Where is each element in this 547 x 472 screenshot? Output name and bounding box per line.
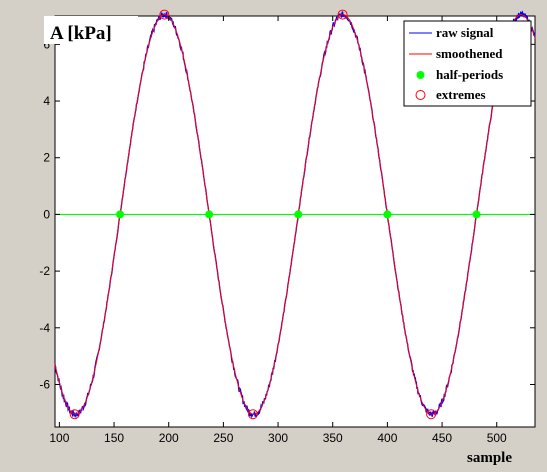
- legend-swatch-extremes: [415, 90, 426, 100]
- extreme-point: [69, 409, 80, 420]
- x-tick-label: 250: [213, 431, 233, 445]
- extreme-point: [426, 409, 437, 420]
- y-tick-label: -4: [39, 321, 50, 335]
- x-tick-label: 100: [49, 431, 69, 445]
- y-tick-label: -2: [39, 264, 50, 278]
- x-tick-label: 500: [487, 431, 507, 445]
- y-tick-label: 0: [43, 207, 50, 221]
- legend-label-smooth: smoothened: [436, 46, 503, 61]
- y-axis-title-box: [44, 16, 138, 44]
- y-tick-label: 6: [43, 37, 50, 51]
- x-tick-label: 150: [104, 431, 124, 445]
- y-tick-label: 2: [43, 151, 50, 165]
- half-period-point: [205, 210, 214, 219]
- half-period-point: [383, 210, 392, 219]
- x-tick-label: 300: [268, 431, 288, 445]
- legend-label-half: half-periods: [436, 67, 503, 82]
- x-tick-label: 200: [159, 431, 179, 445]
- series-smoothened: [54, 14, 536, 415]
- markers-layer: [69, 9, 481, 420]
- half-period-point: [116, 210, 125, 219]
- extreme-point: [159, 9, 170, 20]
- x-tick-label: 450: [432, 431, 452, 445]
- x-tick-label: 350: [323, 431, 343, 445]
- ticks-layer: 100 150 200 250 300 350 400 450 500 -6 -4 -2 0 2 4 6: [39, 16, 535, 445]
- extreme-point: [337, 9, 348, 20]
- y-tick-label: -6: [39, 377, 50, 391]
- extreme-point: [247, 409, 258, 420]
- half-period-point: [472, 210, 481, 219]
- legend-swatch-half: [416, 71, 425, 79]
- y-tick-label: 4: [43, 94, 50, 108]
- x-tick-label: 400: [377, 431, 397, 445]
- legend-label-extremes: extremes: [436, 87, 486, 102]
- legend: raw signal smoothened half-periods extre…: [403, 20, 532, 107]
- y-axis-title: A [kPa]: [50, 23, 112, 44]
- legend-box: [403, 20, 532, 107]
- legend-label-raw: raw signal: [436, 25, 494, 40]
- x-axis-title: sample: [467, 450, 512, 466]
- half-period-point: [294, 210, 303, 219]
